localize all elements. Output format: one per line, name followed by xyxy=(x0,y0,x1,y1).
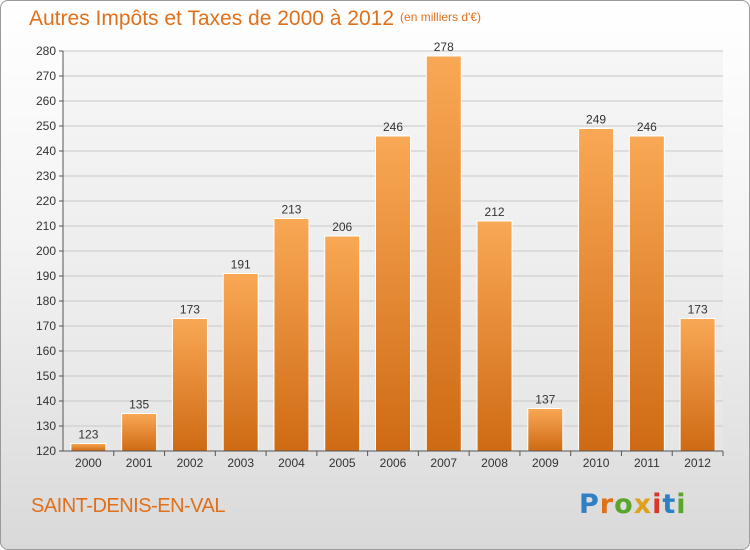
data-label-2011: 246 xyxy=(637,120,657,134)
bar-2011 xyxy=(628,135,665,452)
data-label-2010: 249 xyxy=(586,113,606,127)
data-label-2012: 173 xyxy=(688,303,708,317)
y-tick-label: 140 xyxy=(36,394,56,408)
data-label-2003: 191 xyxy=(231,258,251,272)
bar-2006 xyxy=(375,135,411,452)
chart-unit: (en milliers d'€) xyxy=(400,10,482,24)
x-tick-label-2007: 2007 xyxy=(430,456,457,470)
x-tick-label-2011: 2011 xyxy=(634,456,660,470)
data-label-2006: 246 xyxy=(383,120,403,134)
y-tick-label: 270 xyxy=(36,69,56,83)
y-tick-label: 280 xyxy=(36,44,56,58)
x-tick-label-2006: 2006 xyxy=(380,456,407,470)
bar-2010 xyxy=(578,128,615,452)
data-label-2005: 206 xyxy=(332,220,352,234)
y-tick-label: 200 xyxy=(36,244,56,258)
data-label-2008: 212 xyxy=(485,205,505,219)
bar-2012 xyxy=(679,318,716,452)
y-tick-label: 250 xyxy=(36,119,56,133)
chart-title-text: Autres Impôts et Taxes de 2000 à 2012 xyxy=(29,7,395,30)
x-tick-label-2003: 2003 xyxy=(227,456,254,470)
x-tick-label-2002: 2002 xyxy=(177,456,204,470)
data-label-2007: 278 xyxy=(434,40,454,54)
bar-2004 xyxy=(273,218,310,452)
y-tick-label: 150 xyxy=(36,369,56,383)
y-tick-label: 160 xyxy=(36,344,56,358)
data-label-2000: 123 xyxy=(78,428,98,442)
bar-2008 xyxy=(476,220,513,452)
y-tick-label: 130 xyxy=(36,419,56,433)
bar-2003 xyxy=(222,273,259,452)
data-label-2004: 213 xyxy=(281,203,301,217)
bar-2001 xyxy=(121,413,158,452)
y-tick-label: 210 xyxy=(36,219,56,233)
bar-2007 xyxy=(425,55,462,452)
x-tick-label-2001: 2001 xyxy=(126,456,153,470)
y-tick-label: 230 xyxy=(36,169,56,183)
data-label-2002: 173 xyxy=(180,303,200,317)
x-tick-label-2005: 2005 xyxy=(329,456,356,470)
x-tick-label-2010: 2010 xyxy=(583,456,610,470)
bar-2005 xyxy=(324,235,361,452)
y-tick-label: 260 xyxy=(36,94,56,108)
chart-title: Autres Impôts et Taxes de 2000 à 2012 (en… xyxy=(29,7,481,31)
y-tick-label: 190 xyxy=(36,269,56,283)
data-label-2009: 137 xyxy=(535,393,555,407)
proxiti-logo[interactable]: Proxiti xyxy=(579,489,687,520)
y-tick-label: 220 xyxy=(36,194,56,208)
y-tick-label: 120 xyxy=(36,444,56,458)
x-tick-label-2004: 2004 xyxy=(278,456,305,470)
bar-2002 xyxy=(171,318,208,452)
city-name: SAINT-DENIS-EN-VAL xyxy=(31,495,226,517)
bars: 123 135 173 191 213 206 246 278 212 137 249 246 173 xyxy=(70,40,716,452)
x-tick-label-2009: 2009 xyxy=(532,456,559,470)
y-tick-label: 170 xyxy=(36,319,56,333)
x-tick-label-2012: 2012 xyxy=(684,456,711,470)
data-label-2001: 135 xyxy=(129,398,149,412)
x-tick-label-2000: 2000 xyxy=(75,456,102,470)
x-tick-label-2008: 2008 xyxy=(481,456,508,470)
bar-2009 xyxy=(527,408,564,452)
y-tick-label: 240 xyxy=(36,144,56,158)
y-tick-label: 180 xyxy=(36,294,56,308)
axes: 120 130 140 150 160 170 180 190 200 210 220 230 240 2… xyxy=(36,44,724,470)
bar-2000 xyxy=(70,443,107,452)
